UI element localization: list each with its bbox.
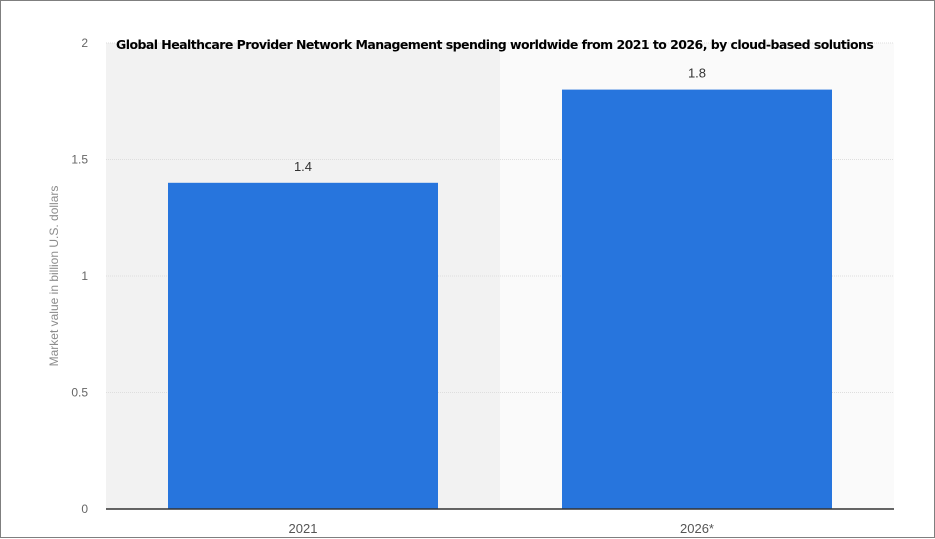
x-tick-label: 2026* xyxy=(680,521,714,536)
y-tick-label: 1.5 xyxy=(71,153,88,167)
y-tick-label: 2 xyxy=(81,36,88,50)
bar xyxy=(562,89,832,509)
y-tick-label: 1 xyxy=(81,269,88,283)
y-axis-label: Market value in billion U.S. dollars xyxy=(47,185,61,367)
chart-title: Global Healthcare Provider Network Manag… xyxy=(116,37,874,52)
y-tick-label: 0 xyxy=(81,502,88,516)
data-label: 1.4 xyxy=(294,159,312,174)
x-tick-label: 2021 xyxy=(289,521,318,536)
y-tick-label: 0.5 xyxy=(71,386,88,400)
data-label: 1.8 xyxy=(688,66,706,81)
bar xyxy=(168,182,438,510)
